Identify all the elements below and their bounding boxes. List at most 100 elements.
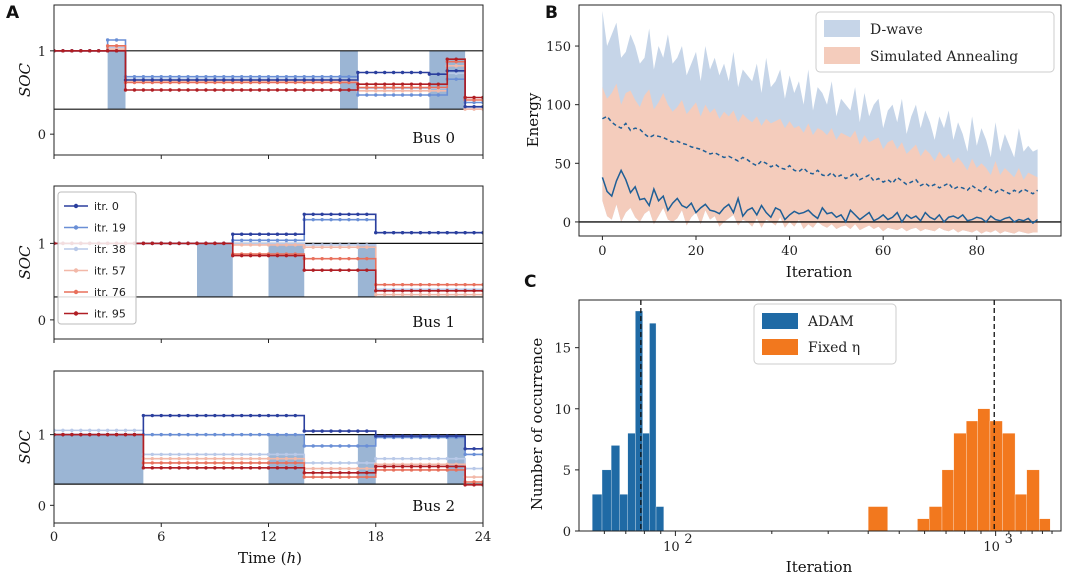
y-tick-label: 0 bbox=[38, 499, 46, 514]
bar-adam bbox=[627, 433, 636, 532]
series-point bbox=[320, 78, 324, 82]
xlabel-close-paren: ) bbox=[296, 549, 302, 567]
charging-window bbox=[357, 434, 376, 485]
bar-fixed bbox=[868, 506, 888, 532]
series-point bbox=[257, 88, 262, 92]
series-point bbox=[400, 289, 405, 293]
series-point bbox=[70, 432, 74, 437]
series-point bbox=[356, 245, 360, 249]
series-point bbox=[365, 444, 369, 448]
series-point bbox=[472, 230, 476, 235]
series-point bbox=[454, 57, 458, 61]
panel-c-xlabel: Iteration bbox=[786, 558, 853, 576]
series-point bbox=[141, 74, 146, 79]
series-point bbox=[231, 461, 235, 465]
series-point bbox=[132, 428, 137, 433]
series-point bbox=[472, 100, 476, 105]
series-point bbox=[132, 432, 137, 437]
series-point bbox=[418, 93, 423, 97]
series-point bbox=[266, 452, 271, 457]
series-point bbox=[159, 452, 163, 457]
series-point bbox=[88, 49, 92, 53]
bar-adam bbox=[592, 494, 603, 532]
ylabel-soc: SOC bbox=[16, 62, 34, 97]
series-point bbox=[213, 413, 217, 418]
series-point bbox=[347, 256, 351, 261]
series-point bbox=[105, 38, 110, 42]
panel-b-xlabel: Iteration bbox=[786, 263, 853, 281]
series-point bbox=[418, 82, 423, 86]
series-point bbox=[409, 468, 414, 472]
series-point bbox=[79, 428, 83, 433]
series-point bbox=[159, 80, 163, 85]
series-point bbox=[150, 466, 155, 470]
series-point bbox=[454, 77, 458, 81]
series-point bbox=[472, 95, 476, 100]
series-point bbox=[168, 88, 172, 92]
series-point bbox=[400, 434, 405, 438]
min-energy-line bbox=[601, 168, 1039, 225]
series-point bbox=[239, 238, 244, 243]
series-point bbox=[302, 78, 306, 82]
series-point bbox=[248, 80, 253, 85]
series-point bbox=[320, 466, 324, 471]
y-tick-label: 0 bbox=[563, 525, 571, 540]
series-point bbox=[239, 432, 244, 437]
series-point bbox=[284, 88, 289, 92]
series-point bbox=[329, 471, 333, 475]
series-point bbox=[418, 282, 423, 287]
bar-fixed bbox=[953, 433, 967, 532]
series-point bbox=[150, 413, 155, 418]
series-point bbox=[293, 74, 298, 79]
series-point bbox=[159, 88, 163, 92]
series-point bbox=[159, 466, 163, 470]
series-point bbox=[293, 78, 298, 82]
series-point bbox=[320, 245, 324, 249]
series-point bbox=[409, 282, 414, 287]
series-point bbox=[382, 70, 387, 75]
series-point bbox=[114, 428, 119, 433]
series-point bbox=[266, 74, 271, 79]
series-point bbox=[195, 241, 199, 246]
series-point bbox=[177, 413, 181, 418]
series-point bbox=[338, 466, 342, 471]
series-point bbox=[204, 461, 208, 465]
panel-b-frame bbox=[578, 4, 1062, 237]
series-point bbox=[320, 429, 324, 433]
series-point bbox=[195, 466, 199, 470]
series-point bbox=[347, 466, 351, 471]
series-point bbox=[275, 238, 280, 243]
series-point bbox=[284, 78, 289, 82]
series-point bbox=[213, 461, 217, 465]
series-point bbox=[186, 74, 190, 79]
series-point bbox=[427, 93, 432, 97]
series-point bbox=[159, 456, 163, 461]
series-point bbox=[329, 461, 333, 465]
series-point bbox=[302, 74, 306, 79]
series-point bbox=[284, 74, 289, 79]
series-point bbox=[168, 241, 172, 246]
bar-adam bbox=[635, 310, 643, 532]
series-point bbox=[248, 238, 253, 243]
series-point bbox=[356, 461, 360, 465]
series-point bbox=[356, 256, 360, 261]
series-point bbox=[329, 80, 333, 85]
series-point bbox=[356, 471, 360, 475]
series-point bbox=[347, 74, 351, 79]
series-point bbox=[365, 93, 369, 97]
series-point bbox=[427, 282, 432, 287]
series-point bbox=[284, 243, 289, 247]
series-point bbox=[382, 289, 387, 293]
bar-adam bbox=[649, 323, 657, 532]
series-point bbox=[320, 268, 324, 272]
charging-window bbox=[107, 50, 126, 110]
series-point bbox=[195, 88, 199, 92]
series-point bbox=[293, 80, 298, 85]
series-point bbox=[186, 88, 190, 92]
series-point bbox=[374, 456, 378, 461]
series-point bbox=[195, 461, 199, 465]
series-point bbox=[150, 461, 155, 465]
y-tick-label: 50 bbox=[554, 157, 571, 172]
series-point bbox=[436, 230, 441, 235]
